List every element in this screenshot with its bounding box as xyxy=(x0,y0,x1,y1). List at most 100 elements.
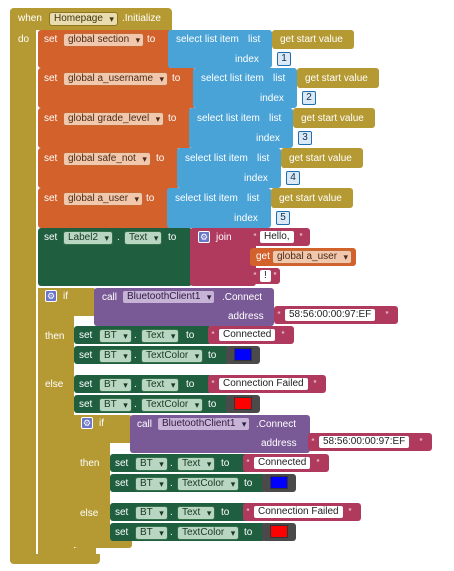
to-label: to xyxy=(208,399,217,410)
set-label: set xyxy=(79,350,93,361)
dot-label: . xyxy=(134,330,137,341)
open-quote-icon: “ xyxy=(311,437,315,447)
index-number[interactable]: 1 xyxy=(277,52,291,66)
get-start-value-block[interactable] xyxy=(272,30,354,49)
event-component-dropdown[interactable]: Homepage xyxy=(49,12,118,26)
red-color-swatch[interactable] xyxy=(270,525,288,538)
get-start-value-block[interactable] xyxy=(271,188,353,208)
variable-dropdown[interactable]: global safe_not xyxy=(63,152,151,166)
if-label: if xyxy=(99,418,104,429)
blue-color-swatch[interactable] xyxy=(270,476,288,489)
close-quote-icon: ” xyxy=(419,437,423,447)
red-color-swatch[interactable] xyxy=(234,397,252,410)
index-label: index xyxy=(260,93,284,104)
variable-dropdown[interactable]: global a_user xyxy=(272,250,353,264)
text-string[interactable]: Connected xyxy=(253,456,312,470)
select-list-item-block[interactable] xyxy=(167,188,271,228)
dot-label: . xyxy=(134,350,137,361)
get-start-value-block[interactable] xyxy=(297,68,379,88)
select-list-item-label: select list item xyxy=(201,73,264,84)
method-label: .Connect xyxy=(256,419,297,430)
if-block-footer xyxy=(38,548,96,558)
event-block[interactable] xyxy=(10,8,36,564)
get-start-value-block[interactable] xyxy=(281,148,363,168)
text-string[interactable]: Connected xyxy=(218,328,277,342)
component-dropdown[interactable]: BluetoothClient1 xyxy=(157,417,251,431)
gear-icon[interactable]: ⚙ xyxy=(45,290,57,302)
text-string[interactable]: 58:56:00:00:97:EF xyxy=(284,308,377,322)
select-list-item-label: select list item xyxy=(176,34,239,45)
index-number[interactable]: 5 xyxy=(276,211,290,225)
gear-icon[interactable]: ⚙ xyxy=(81,417,93,429)
open-quote-icon: “ xyxy=(211,379,215,389)
then-label: then xyxy=(80,458,100,469)
component-dropdown[interactable]: BT xyxy=(99,398,132,412)
index-number[interactable]: 4 xyxy=(286,171,300,185)
component-dropdown[interactable]: Label2 xyxy=(63,231,114,245)
list-label: list xyxy=(257,153,270,164)
get-start-value-label: get start value xyxy=(301,113,364,124)
property-dropdown[interactable]: Text xyxy=(141,329,180,343)
property-dropdown[interactable]: TextColor xyxy=(141,349,204,363)
dot-label: . xyxy=(170,507,173,518)
variable-dropdown[interactable]: global a_username xyxy=(63,72,169,86)
variable-dropdown[interactable]: global a_user xyxy=(63,192,144,206)
dot-label: . xyxy=(170,458,173,469)
when-label: when xyxy=(18,13,42,24)
select-list-item-label: select list item xyxy=(197,113,260,124)
select-list-item-block[interactable] xyxy=(189,108,293,148)
blue-color-swatch[interactable] xyxy=(234,348,252,361)
to-label: to xyxy=(221,458,230,469)
to-label: to xyxy=(172,73,181,84)
open-quote-icon: “ xyxy=(253,271,257,281)
property-dropdown[interactable]: TextColor xyxy=(141,398,204,412)
list-label: list xyxy=(269,113,282,124)
dot-label: . xyxy=(170,478,173,489)
open-quote-icon: “ xyxy=(246,507,250,517)
set-label: set xyxy=(44,193,58,204)
to-label: to xyxy=(244,478,253,489)
component-dropdown[interactable]: BluetoothClient1 xyxy=(122,290,216,304)
close-quote-icon: ” xyxy=(281,330,285,340)
variable-dropdown[interactable]: global grade_level xyxy=(63,112,165,126)
component-dropdown[interactable]: BT xyxy=(135,477,168,491)
select-list-item-block[interactable] xyxy=(177,148,281,188)
property-dropdown[interactable]: Text xyxy=(177,457,216,471)
set-label: set xyxy=(79,399,93,410)
property-dropdown[interactable]: Text xyxy=(177,506,216,520)
component-dropdown[interactable]: BT xyxy=(99,329,132,343)
address-label: address xyxy=(228,311,264,322)
get-start-value-block[interactable] xyxy=(293,108,375,128)
text-string[interactable]: Hello, xyxy=(259,230,295,244)
text-string[interactable]: Connection Failed xyxy=(253,505,344,519)
property-dropdown[interactable]: Text xyxy=(141,378,180,392)
gear-icon[interactable]: ⚙ xyxy=(198,231,210,243)
get-label: get xyxy=(256,251,270,262)
index-number[interactable]: 2 xyxy=(302,91,316,105)
get-start-value-label: get start value xyxy=(280,34,343,45)
component-dropdown[interactable]: BT xyxy=(135,457,168,471)
dot-label: . xyxy=(117,232,120,243)
property-dropdown[interactable]: TextColor xyxy=(177,477,240,491)
component-dropdown[interactable]: BT xyxy=(99,349,132,363)
else-label: else xyxy=(80,508,99,519)
index-number[interactable]: 3 xyxy=(298,131,312,145)
text-string[interactable]: 58:56:00:00:97:EF xyxy=(318,435,411,449)
property-dropdown[interactable]: Text xyxy=(124,231,163,245)
select-list-item-label: select list item xyxy=(185,153,248,164)
component-dropdown[interactable]: BT xyxy=(99,378,132,392)
text-string[interactable]: Connection Failed xyxy=(218,377,309,391)
set-label: set xyxy=(44,73,58,84)
variable-dropdown[interactable]: global section xyxy=(63,33,145,47)
select-list-item-block[interactable] xyxy=(168,30,272,68)
property-dropdown[interactable]: TextColor xyxy=(177,526,240,540)
text-string[interactable]: ! xyxy=(259,269,272,283)
close-quote-icon: ” xyxy=(348,507,352,517)
get-start-value-label: get start value xyxy=(279,193,342,204)
to-label: to xyxy=(186,330,195,341)
select-list-item-block[interactable] xyxy=(193,68,297,108)
inner-if-spine xyxy=(74,415,110,547)
component-dropdown[interactable]: BT xyxy=(135,506,168,520)
component-dropdown[interactable]: BT xyxy=(135,526,168,540)
index-label: index xyxy=(244,173,268,184)
